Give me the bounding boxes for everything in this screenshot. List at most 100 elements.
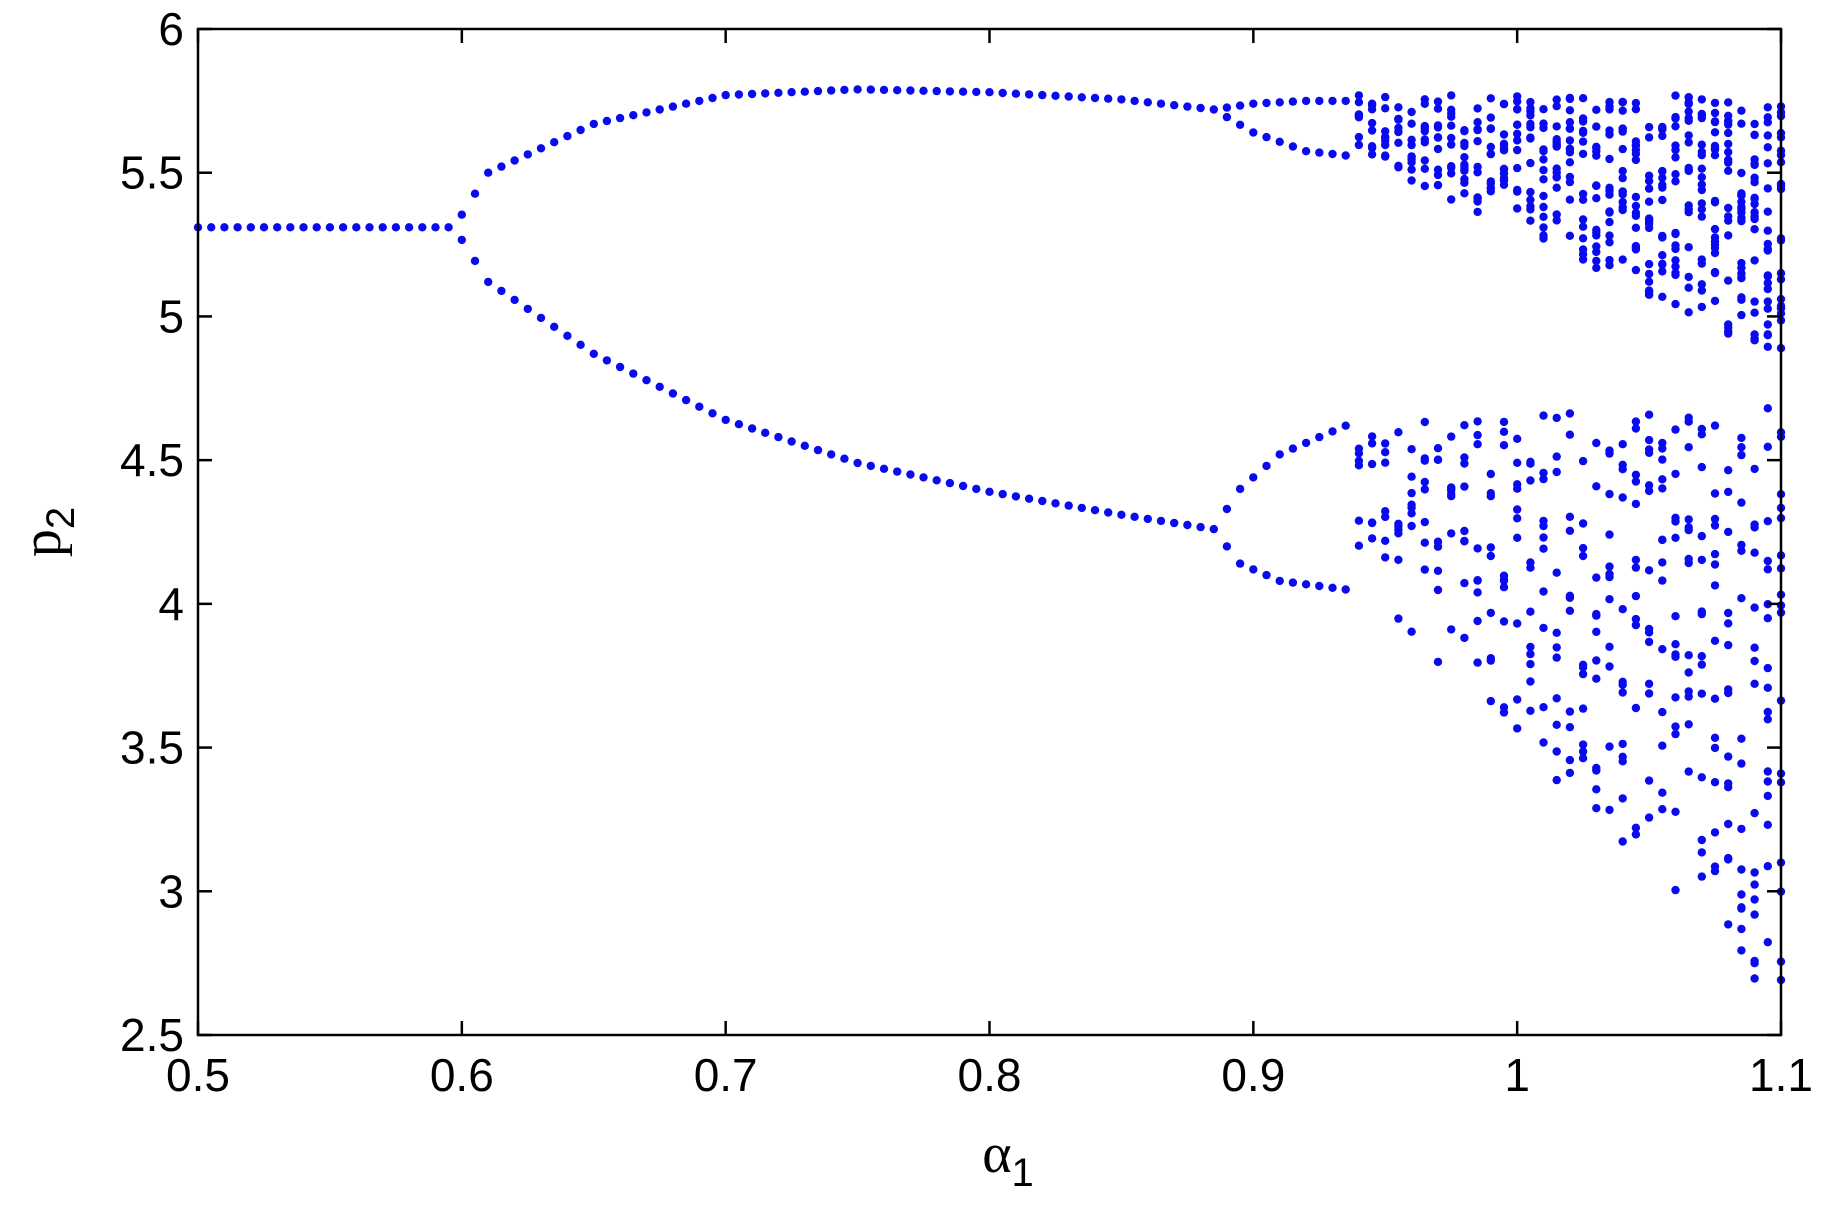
data-point	[1460, 141, 1469, 151]
data-point	[1763, 565, 1773, 574]
data-point	[1433, 585, 1443, 595]
data-point	[1763, 131, 1773, 140]
data-point	[1697, 872, 1707, 881]
data-point	[1513, 695, 1522, 704]
data-point	[1605, 207, 1614, 216]
data-point	[1710, 636, 1720, 645]
data-point	[1737, 498, 1746, 507]
data-point	[1315, 96, 1324, 106]
data-point	[1420, 164, 1430, 173]
data-point	[1750, 679, 1759, 688]
data-point	[1460, 633, 1469, 643]
data-point	[1631, 192, 1641, 202]
data-point	[1499, 571, 1509, 580]
data-point	[1724, 783, 1733, 792]
data-point	[1592, 674, 1601, 683]
data-point	[1605, 595, 1614, 604]
data-point	[1684, 668, 1693, 677]
data-point	[1750, 808, 1759, 818]
data-point	[1578, 114, 1588, 123]
data-point	[1473, 588, 1482, 597]
data-point	[1354, 132, 1364, 142]
data-point	[1724, 466, 1733, 475]
data-point	[1710, 521, 1720, 530]
data-point	[1710, 237, 1720, 246]
data-point	[932, 86, 941, 96]
data-point	[1684, 767, 1693, 776]
data-point	[1724, 487, 1733, 497]
data-point	[1658, 558, 1667, 567]
data-point	[1552, 95, 1561, 104]
data-point	[1460, 421, 1469, 430]
data-point	[1750, 895, 1759, 904]
data-point	[1671, 533, 1680, 542]
data-point	[1605, 217, 1614, 227]
data-point	[1473, 440, 1482, 449]
data-point	[761, 428, 770, 437]
data-point	[1275, 137, 1284, 146]
data-point	[1592, 181, 1601, 191]
data-point	[1513, 120, 1522, 129]
data-point	[945, 478, 955, 488]
data-point	[1658, 475, 1667, 484]
data-point	[1724, 619, 1733, 628]
data-point	[1526, 104, 1535, 113]
data-point	[1578, 215, 1588, 224]
data-point	[1763, 614, 1773, 623]
data-point	[1130, 512, 1139, 521]
data-point	[1420, 477, 1430, 487]
data-point	[1671, 517, 1680, 526]
data-point	[1737, 890, 1746, 899]
data-point	[1605, 255, 1614, 265]
data-point	[1592, 242, 1601, 251]
data-point	[1763, 715, 1773, 724]
data-point	[1671, 425, 1680, 434]
data-point	[1671, 722, 1680, 731]
data-point	[484, 168, 493, 177]
data-point	[1710, 866, 1720, 876]
data-point	[1499, 99, 1509, 109]
data-point	[1354, 98, 1364, 107]
data-point	[1513, 163, 1522, 173]
data-point	[1473, 417, 1482, 426]
data-point	[1684, 515, 1693, 524]
data-point	[906, 86, 915, 95]
data-point	[1077, 93, 1087, 102]
data-point	[1565, 195, 1575, 204]
data-point	[1381, 127, 1390, 136]
data-point	[1473, 616, 1482, 626]
x-tick-label: 1.1	[1749, 1049, 1813, 1101]
data-point	[1407, 521, 1416, 531]
data-point	[1143, 98, 1153, 107]
data-point	[1526, 195, 1535, 204]
data-point	[1658, 267, 1667, 276]
data-point	[1697, 555, 1707, 565]
data-point	[1750, 225, 1759, 234]
data-point	[1750, 656, 1759, 666]
data-point	[1618, 605, 1627, 614]
data-point	[1565, 231, 1575, 240]
data-point	[1618, 688, 1627, 697]
data-point	[1697, 689, 1707, 698]
data-point	[1618, 197, 1627, 207]
data-point	[827, 450, 836, 459]
data-point	[1024, 90, 1034, 99]
data-point	[1578, 669, 1588, 679]
data-point	[813, 86, 823, 96]
data-point	[1697, 773, 1707, 782]
data-point	[1658, 251, 1667, 260]
data-point	[1539, 468, 1548, 478]
data-point	[1605, 530, 1614, 539]
data-point	[1552, 168, 1561, 177]
data-point	[1750, 130, 1759, 139]
data-point	[352, 223, 361, 232]
data-point	[787, 88, 796, 97]
data-point	[734, 90, 744, 99]
data-point	[1367, 518, 1377, 527]
data-point	[1394, 163, 1403, 172]
data-point	[1710, 694, 1720, 703]
data-point	[1354, 91, 1364, 100]
data-point	[906, 470, 915, 479]
data-point	[1724, 752, 1733, 761]
data-point	[774, 88, 783, 98]
